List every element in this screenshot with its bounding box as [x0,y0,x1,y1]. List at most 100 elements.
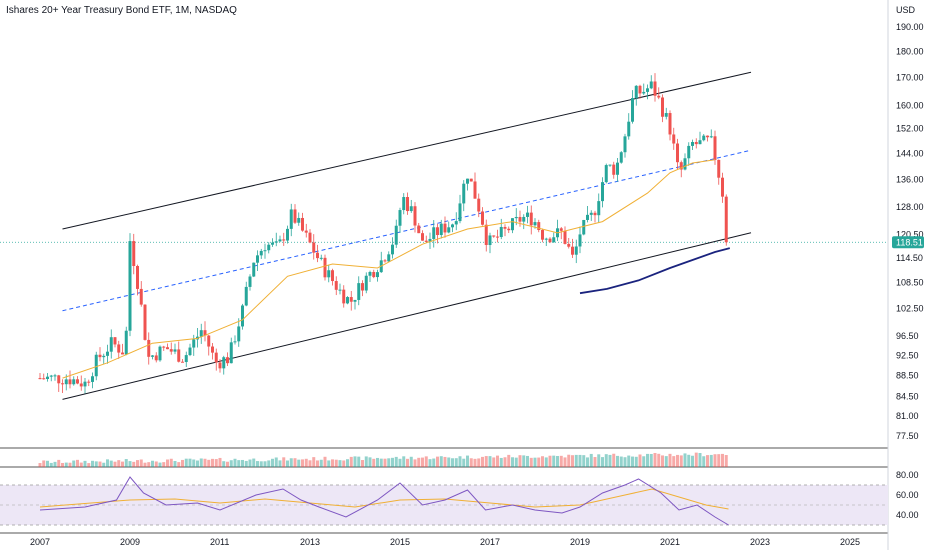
volume-bar [147,462,151,467]
volume-bar [537,457,541,467]
candle [402,197,406,211]
volume-bar [207,459,211,467]
candle [181,361,184,363]
x-tick-label: 2007 [30,537,50,547]
candle [676,143,679,163]
candle [496,236,499,238]
volume-bar [241,459,244,467]
candle [518,216,522,222]
volume-bar [53,461,57,467]
volume-bar [514,457,518,467]
volume-bar [578,454,582,467]
candle [638,85,642,94]
volume-bar [638,454,642,467]
candle [601,182,604,202]
candle [68,379,72,385]
candle [578,234,582,247]
candle [702,135,706,141]
volume-bar [331,459,334,467]
volume-bar [556,455,559,467]
volume-bar [91,460,94,467]
volume-bar [162,462,166,467]
volume-bar [357,456,361,467]
volume-bar [454,458,458,467]
volume-bar [721,453,724,467]
candle [61,383,64,385]
volume-bar [499,457,503,467]
candle [511,218,514,231]
candle [241,305,244,327]
volume-bar [702,456,706,467]
volume-bar [627,455,631,467]
candle [646,88,649,92]
channel-mid-line [62,149,752,312]
volume-bar [72,460,76,467]
candle [334,281,338,290]
candle [469,178,473,182]
volume-bar [383,458,387,467]
volume-bar [683,453,687,467]
candle [323,257,327,278]
candle [211,346,214,353]
volume-bar [136,460,139,467]
candle [372,271,376,278]
candle [541,230,544,240]
volume-bar [226,461,229,467]
volume-bar [379,458,383,467]
candle [383,260,387,262]
candle [76,379,79,384]
volume-bar [481,456,484,467]
candle [454,221,458,225]
volume-bar [297,459,301,467]
candle [593,212,597,216]
rsi-tick-label: 40.00 [896,510,919,520]
volume-bar [196,460,199,467]
candle [124,330,128,355]
volume-bar [593,457,597,467]
price-badge-label: 118.51 [896,237,923,247]
candle [79,383,83,387]
candle [64,379,68,385]
y-tick-label: 152.00 [896,124,924,134]
volume-bar [316,460,319,467]
candle [207,335,211,347]
volume-bar [49,462,53,467]
volume-bar [214,459,218,467]
candle [151,355,154,357]
volume-bar [724,455,728,467]
candle [316,252,319,259]
volume-bar [361,460,364,467]
candle [289,209,293,229]
volume-bar [687,454,691,467]
candle [57,375,61,384]
candle [499,226,503,238]
volume-bar [181,459,184,467]
candle [627,121,631,137]
volume-bar [533,457,537,467]
candle [109,337,113,352]
volume-bar [601,457,604,467]
candle [623,136,627,153]
y-tick-label: 108.50 [896,278,924,288]
candle [526,212,529,217]
volume-bar [653,452,657,467]
volume-bar [222,461,226,467]
candle [353,299,357,302]
volume-bar [229,460,233,467]
volume-bar [188,458,192,467]
volume-bar [634,456,638,467]
volume-bar [121,461,124,467]
candle [136,265,139,289]
candle [91,376,94,382]
volume-bar [559,455,563,467]
volume-bar [717,454,721,467]
volume-bar [413,459,417,467]
candle [308,232,312,243]
volume-bar [563,457,567,467]
volume-bar [364,456,368,467]
candle [83,381,87,387]
candle [282,239,286,241]
volume-bar [199,458,203,467]
volume-bar [646,453,649,467]
